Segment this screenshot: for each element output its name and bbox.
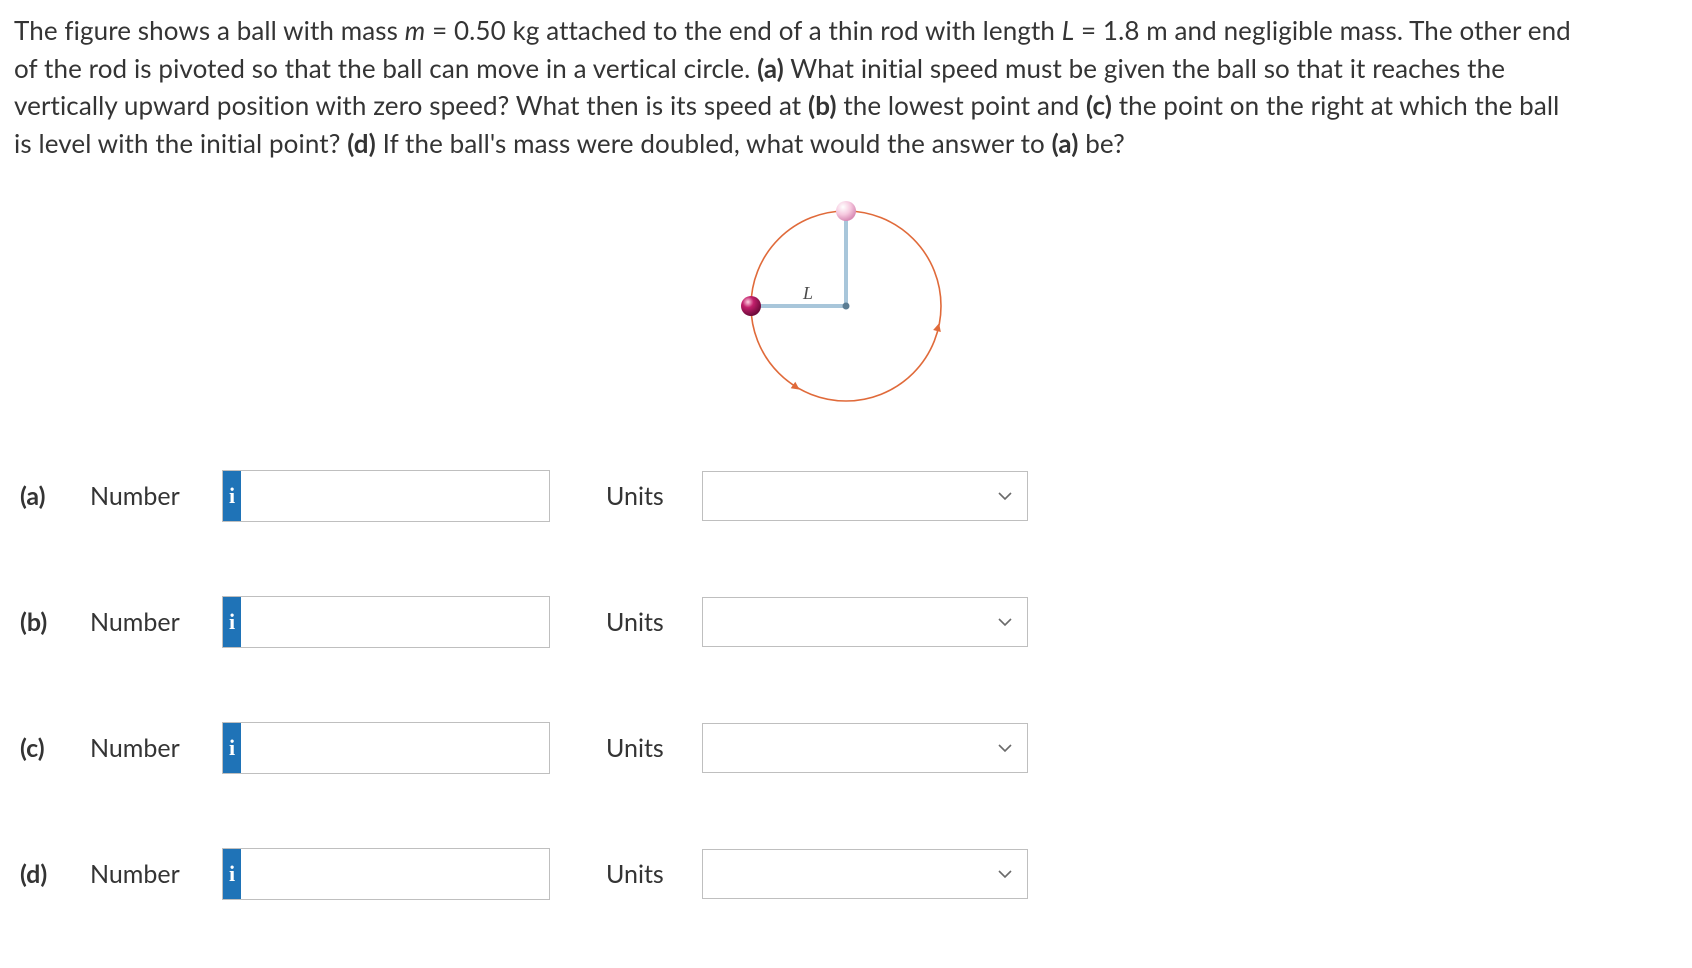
text: the lowest point and (837, 89, 1086, 121)
arrowhead-icon (791, 381, 802, 392)
text: If the ball's mass were doubled, what wo… (376, 127, 1052, 159)
answer-row-c: (c) Number i Units (14, 721, 1678, 775)
text: = 1.8 m and negligible mass. The other e… (1074, 14, 1571, 46)
chevron-down-icon (997, 866, 1013, 882)
text: The figure shows a ball with mass (14, 14, 405, 46)
text: What initial speed must be given the bal… (784, 52, 1505, 84)
text: vertically upward position with zero spe… (14, 89, 808, 121)
row-part-label: (c) (20, 733, 45, 763)
units-select-wrap (702, 849, 1028, 899)
text: the point on the right at which the ball (1112, 89, 1559, 121)
arrowhead-icon (933, 322, 943, 332)
row-label: (d) (14, 859, 90, 889)
text: be? (1078, 127, 1124, 159)
row-label: (c) (14, 733, 90, 763)
row-word-units: Units (606, 733, 702, 763)
units-select-wrap (702, 471, 1028, 521)
chevron-down-icon (997, 740, 1013, 756)
label-L: L (802, 283, 813, 303)
row-word-units: Units (606, 607, 702, 637)
info-icon[interactable]: i (223, 723, 241, 773)
info-icon[interactable]: i (223, 849, 241, 899)
row-word-units: Units (606, 481, 702, 511)
answer-row-a: (a) Number i Units (14, 469, 1678, 523)
part-c-label: (c) (1086, 89, 1112, 121)
number-input-group: i (222, 596, 550, 648)
row-label: (a) (14, 481, 90, 511)
part-d-label: (d) (347, 127, 376, 159)
units-select-c[interactable] (702, 723, 1028, 773)
number-input-group: i (222, 722, 550, 774)
text: = 0.50 kg attached to the end of a thin … (425, 14, 1061, 46)
answer-row-d: (d) Number i Units (14, 847, 1678, 901)
problem-statement: The figure shows a ball with mass m = 0.… (14, 12, 1678, 163)
number-input-group: i (222, 848, 550, 900)
answer-row-b: (b) Number i Units (14, 595, 1678, 649)
text: is level with the initial point? (14, 127, 347, 159)
row-word-number: Number (90, 859, 222, 889)
number-input-c[interactable] (241, 723, 549, 773)
number-input-b[interactable] (241, 597, 549, 647)
chevron-down-icon (997, 614, 1013, 630)
var-m: m (405, 14, 426, 46)
part-a-label: (a) (757, 52, 784, 84)
info-icon[interactable]: i (223, 597, 241, 647)
row-word-number: Number (90, 481, 222, 511)
part-b-label: (b) (808, 89, 837, 121)
var-L: L (1062, 14, 1074, 46)
number-input-group: i (222, 470, 550, 522)
answers-section: (a) Number i Units (b) Number i (14, 469, 1678, 901)
units-select-b[interactable] (702, 597, 1028, 647)
row-word-number: Number (90, 733, 222, 763)
row-part-label: (b) (20, 607, 47, 637)
ball-initial (741, 296, 761, 316)
text: of the rod is pivoted so that the ball c… (14, 52, 757, 84)
row-word-number: Number (90, 607, 222, 637)
units-select-d[interactable] (702, 849, 1028, 899)
chevron-down-icon (997, 488, 1013, 504)
row-word-units: Units (606, 859, 702, 889)
row-part-label: (a) (20, 481, 46, 511)
units-select-wrap (702, 597, 1028, 647)
pivot-point (843, 302, 850, 309)
number-input-d[interactable] (241, 849, 549, 899)
number-input-a[interactable] (241, 471, 549, 521)
info-icon[interactable]: i (223, 471, 241, 521)
row-part-label: (d) (20, 859, 47, 889)
ball-top (836, 201, 856, 221)
part-a-ref: (a) (1052, 127, 1079, 159)
units-select-a[interactable] (702, 471, 1028, 521)
units-select-wrap (702, 723, 1028, 773)
figure-diagram: L (731, 191, 961, 421)
row-label: (b) (14, 607, 90, 637)
